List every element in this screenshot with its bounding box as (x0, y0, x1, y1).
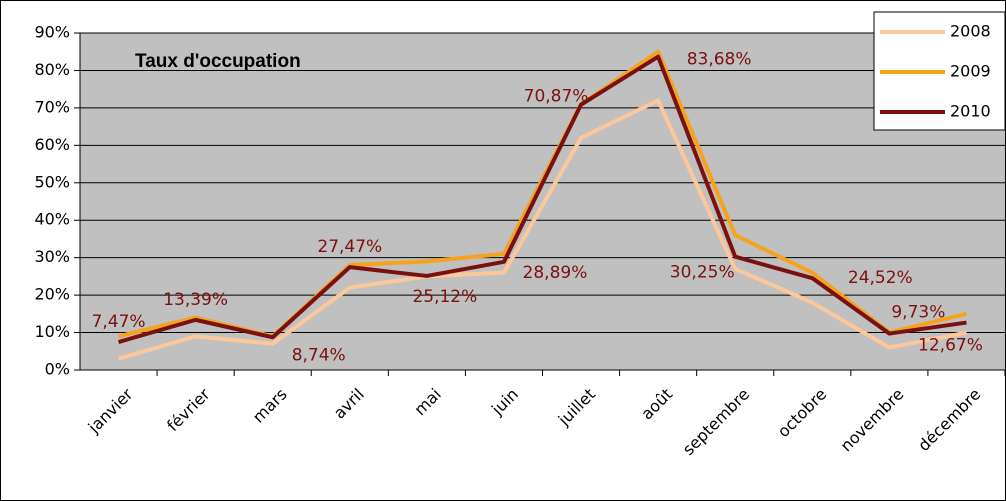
data-label: 9,73% (891, 303, 945, 323)
y-tick-label: 0% (45, 360, 70, 379)
y-tick-label: 10% (34, 322, 70, 341)
y-tick-label: 20% (34, 285, 70, 304)
legend-label: 2009 (950, 62, 991, 81)
data-label: 12,67% (918, 336, 983, 356)
data-label: 24,52% (848, 268, 913, 288)
y-tick-label: 60% (34, 135, 70, 154)
data-label: 83,68% (687, 50, 752, 70)
legend-label: 2008 (950, 22, 991, 41)
series-line (117, 98, 967, 361)
chart-title: Taux d'occupation (135, 51, 301, 72)
data-label: 70,87% (524, 87, 589, 107)
y-tick-label: 30% (34, 247, 70, 266)
data-label: 13,39% (163, 290, 228, 310)
data-label: 7,47% (92, 312, 146, 332)
y-tick-label: 90% (34, 23, 70, 42)
data-label: 28,89% (523, 263, 588, 283)
y-tick-label: 70% (34, 97, 70, 116)
data-label: 25,12% (412, 287, 477, 307)
data-label: 30,25% (670, 263, 735, 283)
series-line (117, 54, 967, 344)
y-tick-label: 80% (34, 60, 70, 79)
legend-label: 2010 (950, 102, 991, 121)
y-tick-label: 40% (34, 210, 70, 229)
y-tick-label: 50% (34, 172, 70, 191)
data-label: 8,74% (292, 345, 346, 365)
data-label: 27,47% (317, 237, 382, 257)
